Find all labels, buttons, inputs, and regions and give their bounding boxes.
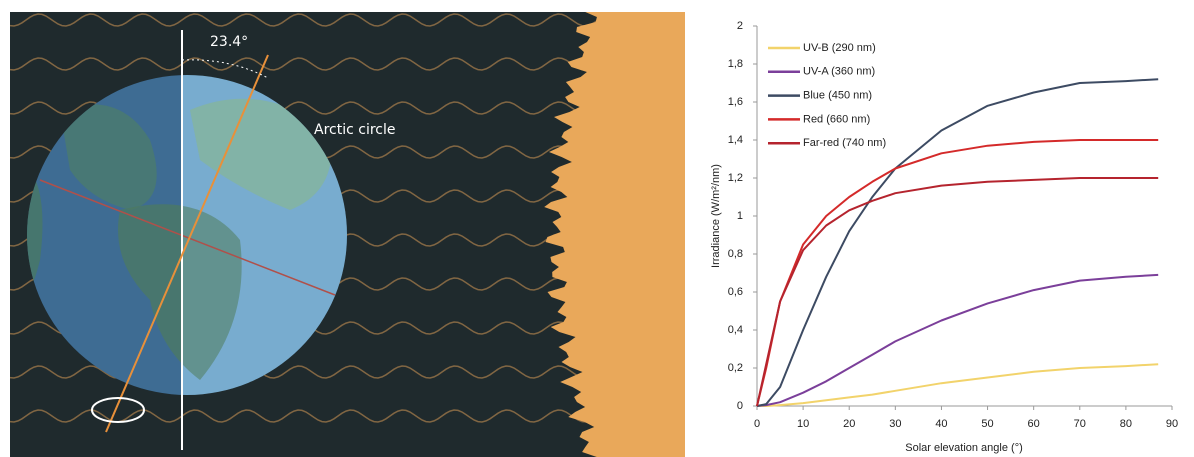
- x-tick-label: 20: [843, 418, 855, 430]
- legend-label: UV-B (290 nm): [803, 42, 876, 54]
- circle-label: Arctic circle: [314, 122, 395, 138]
- x-tick-label: 80: [1120, 418, 1132, 430]
- x-tick-label: 10: [797, 418, 809, 430]
- angle-arc: [181, 59, 269, 79]
- x-tick-label: 60: [1028, 418, 1040, 430]
- continent: [27, 160, 43, 300]
- chart: Irradiance (W/m²/nm) Solar elevation ang…: [710, 20, 1178, 454]
- continent: [60, 104, 157, 210]
- x-tick-label: 0: [754, 418, 760, 430]
- y-axis-label: Irradiance (W/m²/nm): [710, 164, 722, 268]
- y-tick-label: 0,4: [728, 324, 743, 336]
- series-line: [756, 273, 1159, 407]
- legend-label: Far-red (740 nm): [803, 137, 886, 149]
- tilted-axis: [105, 54, 269, 433]
- x-tick-label: 30: [889, 418, 901, 430]
- x-tick-label: 50: [981, 418, 993, 430]
- wave: [10, 13, 685, 27]
- series-line: [757, 363, 1159, 407]
- y-tick-label: 1,8: [728, 58, 743, 70]
- y-tick-label: 0: [737, 400, 743, 412]
- sun: [544, 12, 685, 457]
- y-tick-label: 1,2: [728, 172, 743, 184]
- illustration: 23.4° Arctic circle: [10, 12, 685, 457]
- x-tick-label: 90: [1166, 418, 1178, 430]
- equator: [39, 179, 336, 296]
- y-tick-label: 1,6: [728, 96, 743, 108]
- x-tick-label: 40: [935, 418, 947, 430]
- y-tick-label: 1: [737, 210, 743, 222]
- angle-label: 23.4°: [210, 34, 248, 50]
- y-tick-label: 1,4: [728, 134, 743, 146]
- y-tick-label: 2: [737, 20, 743, 32]
- legend-label: Blue (450 nm): [803, 90, 872, 102]
- x-axis-label: Solar elevation angle (°): [905, 442, 1023, 454]
- y-tick-label: 0,2: [728, 362, 743, 374]
- continent: [118, 204, 242, 380]
- series-line: [756, 139, 1159, 407]
- x-tick-label: 70: [1074, 418, 1086, 430]
- legend-label: Red (660 nm): [803, 113, 870, 125]
- legend-label: UV-A (360 nm): [803, 66, 875, 78]
- series-line: [756, 78, 1159, 407]
- continent: [190, 98, 332, 210]
- y-tick-label: 0,8: [728, 248, 743, 260]
- series-line: [756, 177, 1159, 407]
- y-tick-label: 0,6: [728, 286, 743, 298]
- rotation-arrow: [91, 397, 145, 423]
